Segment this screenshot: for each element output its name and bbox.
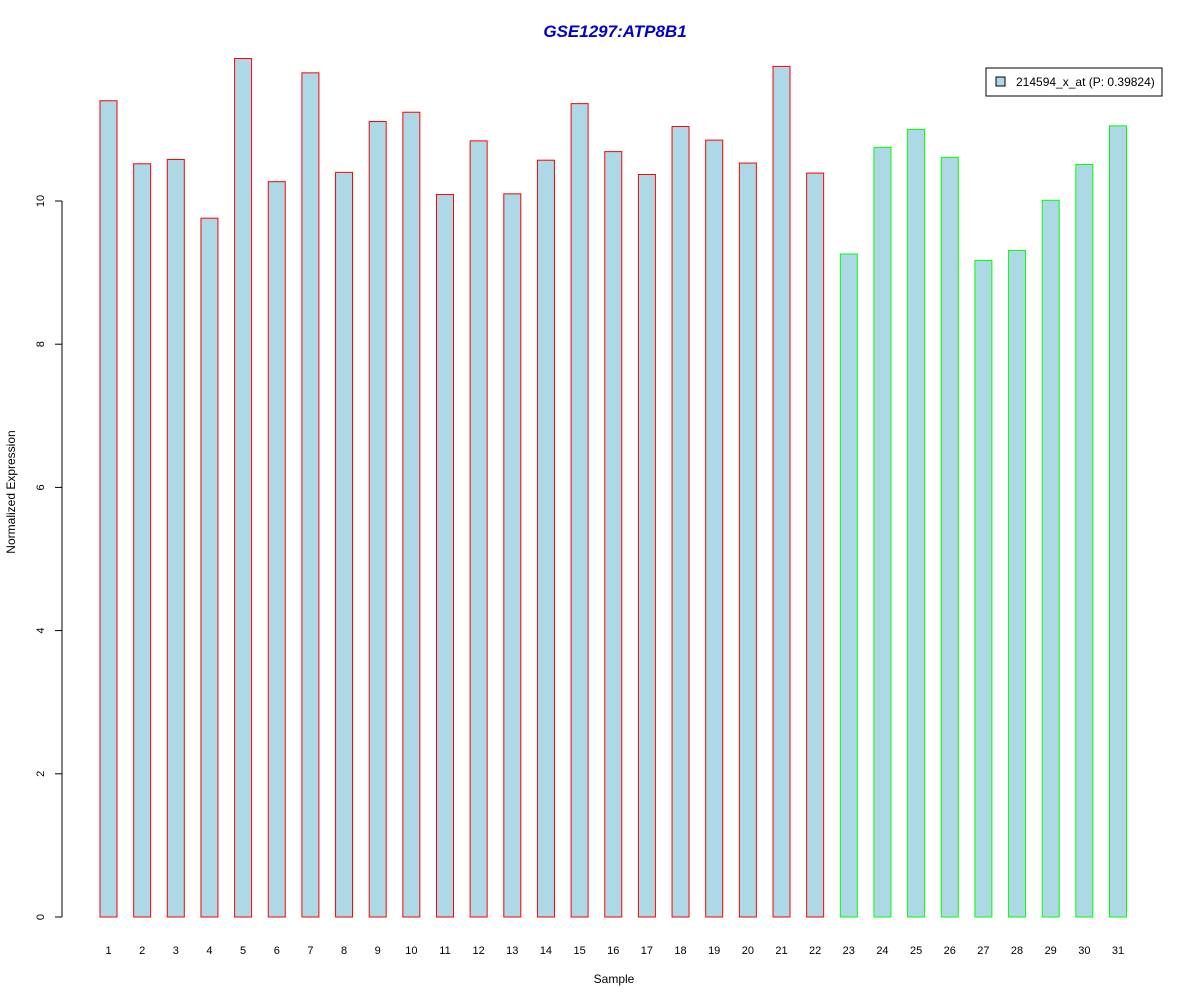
bar-sample-9	[368, 121, 387, 918]
y-axis: 0 2 4 6 8 10	[35, 195, 63, 920]
x-tick-label: 29	[1045, 945, 1057, 957]
bar-sample-31	[1109, 125, 1127, 918]
legend-swatch	[995, 76, 1006, 87]
x-tick-label: 15	[573, 945, 585, 957]
x-tick-label: 13	[506, 945, 518, 957]
x-tick-label: 22	[809, 945, 821, 957]
bar-sample-30	[1075, 163, 1094, 918]
x-tick-label: 8	[341, 945, 347, 957]
y-tick-label: 4	[35, 628, 47, 634]
bar-sample-13	[503, 193, 522, 918]
x-tick-label: 17	[641, 945, 653, 957]
legend-box	[985, 67, 1163, 97]
x-tick-label: 1	[105, 945, 111, 957]
y-tick-label: 8	[35, 341, 47, 347]
bar-sample-5	[234, 58, 253, 918]
bar-sample-14	[536, 159, 555, 918]
x-tick-label: 3	[173, 945, 179, 957]
y-axis-label: Normalized Expression	[4, 430, 18, 553]
bar-sample-26	[940, 156, 959, 918]
bar-sample-10	[402, 111, 421, 918]
x-tick-label: 20	[742, 945, 754, 957]
chart-title: GSE1297:ATP8B1	[543, 22, 686, 41]
bar-sample-1	[99, 100, 118, 918]
x-tick-label: 23	[843, 945, 855, 957]
bar-sample-28	[1008, 249, 1027, 918]
x-tick-label: 14	[540, 945, 552, 957]
x-tick-label: 16	[607, 945, 619, 957]
x-tick-label: 11	[439, 945, 450, 957]
bar-sample-12	[469, 140, 488, 918]
x-tick-label: 7	[307, 945, 313, 957]
bar-sample-23	[839, 253, 858, 918]
x-tick-label: 19	[708, 945, 720, 957]
x-tick-label: 5	[240, 945, 246, 957]
bar-sample-27	[974, 259, 993, 918]
y-tick-label: 10	[35, 195, 47, 207]
bar-sample-17	[637, 174, 656, 918]
y-tick-label: 2	[35, 771, 47, 777]
x-tick-label: 26	[944, 945, 956, 957]
x-tick-label: 2	[139, 945, 145, 957]
bars-group	[99, 58, 1127, 918]
x-tick-label: 30	[1078, 945, 1090, 957]
bar-sample-15	[570, 103, 589, 918]
x-axis-label: Sample	[594, 972, 635, 986]
bar-sample-16	[604, 151, 623, 918]
x-tick-label: 4	[206, 945, 212, 957]
bar-sample-24	[873, 146, 892, 918]
bar-sample-7	[301, 72, 320, 918]
bar-sample-4	[200, 217, 219, 918]
bar-sample-20	[738, 162, 757, 918]
legend-label: 214594_x_at (P: 0.39824)	[1016, 75, 1155, 89]
x-tick-label: 24	[876, 945, 888, 957]
bar-sample-29	[1041, 199, 1060, 918]
bar-sample-18	[671, 126, 690, 918]
bar-sample-25	[907, 128, 926, 918]
x-tick-label: 21	[775, 945, 787, 957]
bar-sample-11	[436, 194, 454, 918]
x-tick-label: 25	[910, 945, 922, 957]
x-tick-label: 12	[473, 945, 485, 957]
x-tick-label: 9	[375, 945, 381, 957]
x-tick-label: 10	[405, 945, 417, 957]
y-tick-label: 6	[35, 484, 47, 490]
x-axis-tick-labels: 1 2 3 4 5 6 7 8 9 10 11 12 13 14 15 16 17 18 19 20 21 22 23 24 2…	[105, 945, 1124, 957]
legend: 214594_x_at (P: 0.39824)	[985, 67, 1163, 97]
bar-sample-19	[705, 139, 724, 918]
bar-sample-2	[133, 163, 152, 918]
x-tick-label: 28	[1011, 945, 1023, 957]
x-tick-label: 18	[674, 945, 686, 957]
bar-sample-6	[267, 181, 286, 918]
x-tick-label: 31	[1112, 945, 1124, 957]
bar-sample-22	[806, 172, 825, 918]
x-tick-label: 27	[977, 945, 989, 957]
bar-sample-3	[166, 158, 185, 918]
y-tick-label: 0	[35, 914, 47, 920]
x-tick-label: 6	[274, 945, 280, 957]
bar-sample-8	[335, 171, 354, 918]
bar-sample-21	[772, 65, 791, 918]
